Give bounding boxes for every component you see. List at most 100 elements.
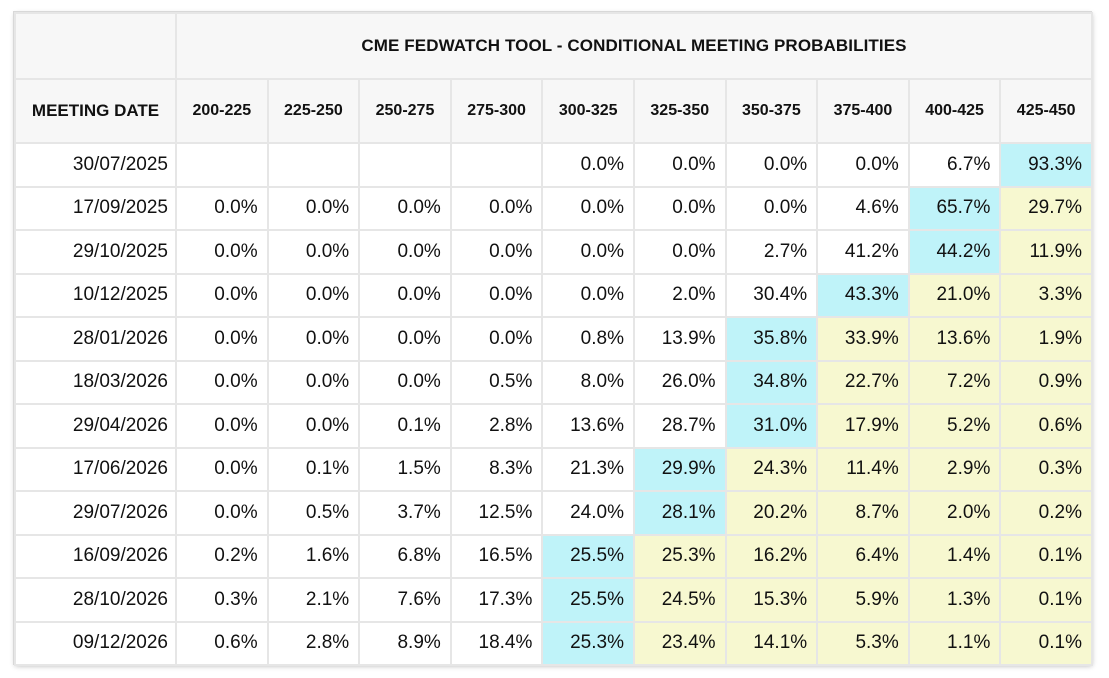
probability-cell: 28.7%: [632, 403, 727, 449]
probability-cell: 14.1%: [724, 620, 819, 666]
meeting-date-cell: 29/07/2026: [14, 490, 177, 536]
probability-cell: 2.1%: [266, 577, 361, 623]
probability-cell: [449, 142, 544, 188]
probability-cell: 29.9%: [632, 446, 727, 492]
probability-cell: 0.0%: [266, 185, 361, 231]
probability-cell: 0.0%: [266, 229, 361, 275]
table-row: 29/04/2026 0.0% 0.0% 0.1% 2.8% 13.6% 28.7% 31.0…: [14, 403, 1093, 449]
probability-cell: 5.3%: [816, 620, 910, 666]
corner-cell: [14, 12, 177, 80]
probability-cell: 0.0%: [266, 316, 361, 362]
probability-cell: 23.4%: [632, 620, 727, 666]
probability-cell: 21.0%: [907, 272, 1002, 318]
probability-cell: 34.8%: [724, 359, 819, 405]
column-header-row: MEETING DATE 200-225 225-250 250-275 275-30…: [14, 78, 1093, 144]
probability-cell: 13.9%: [632, 316, 727, 362]
probability-cell: 15.3%: [724, 577, 819, 623]
probability-cell: 25.5%: [541, 577, 635, 623]
table-row: 29/07/2026 0.0% 0.5% 3.7% 12.5% 24.0% 28.1% 20.…: [14, 490, 1093, 536]
probability-cell: 7.6%: [358, 577, 452, 623]
probability-cell: 0.2%: [999, 490, 1093, 536]
probability-cell: 6.8%: [358, 533, 452, 579]
probability-cell: 1.4%: [907, 533, 1002, 579]
meeting-date-cell: 28/10/2026: [14, 577, 177, 623]
probability-cell: 2.8%: [449, 403, 544, 449]
probability-cell: 0.0%: [632, 229, 727, 275]
probability-cell: 24.0%: [541, 490, 635, 536]
probability-cell: 0.1%: [999, 533, 1093, 579]
probability-cell: 0.0%: [358, 359, 452, 405]
probability-cell: 0.0%: [816, 142, 910, 188]
probability-cell: 17.9%: [816, 403, 910, 449]
probability-cell: 0.0%: [175, 446, 269, 492]
probability-cell: 0.0%: [175, 403, 269, 449]
probability-cell: 0.0%: [358, 229, 452, 275]
rate-range-header: 325-350: [632, 78, 727, 144]
probability-cell: 0.3%: [175, 577, 269, 623]
probability-cell: 24.3%: [724, 446, 819, 492]
probability-cell: 0.1%: [358, 403, 452, 449]
probability-cell: 0.1%: [999, 620, 1093, 666]
probability-cell: 0.8%: [541, 316, 635, 362]
probability-cell: 28.1%: [632, 490, 727, 536]
probability-cell: 2.9%: [907, 446, 1002, 492]
probability-cell: 2.0%: [907, 490, 1002, 536]
probability-cell: 11.9%: [999, 229, 1093, 275]
probability-cell: 0.0%: [175, 272, 269, 318]
meeting-date-header: MEETING DATE: [14, 78, 177, 144]
probability-cell: 1.3%: [907, 577, 1002, 623]
probability-cell: 35.8%: [724, 316, 819, 362]
probability-cell: 18.4%: [449, 620, 544, 666]
rate-range-header: 400-425: [907, 78, 1002, 144]
probability-cell: 0.0%: [266, 272, 361, 318]
probability-cell: 0.1%: [266, 446, 361, 492]
probability-cell: 0.0%: [541, 185, 635, 231]
rate-range-header: 275-300: [449, 78, 544, 144]
meeting-date-cell: 30/07/2025: [14, 142, 177, 188]
probability-cell: 25.3%: [632, 533, 727, 579]
meeting-date-cell: 10/12/2025: [14, 272, 177, 318]
probability-cell: 0.0%: [541, 272, 635, 318]
probability-cell: 22.7%: [816, 359, 910, 405]
table-row: 09/12/2026 0.6% 2.8% 8.9% 18.4% 25.3% 23.4% 14.…: [14, 620, 1093, 666]
probability-cell: 1.5%: [358, 446, 452, 492]
probability-cell: 0.0%: [175, 359, 269, 405]
table-row: 16/09/2026 0.2% 1.6% 6.8% 16.5% 25.5% 25.3% 16.…: [14, 533, 1093, 579]
table-row: 17/06/2026 0.0% 0.1% 1.5% 8.3% 21.3% 29.9% 24.3…: [14, 446, 1093, 492]
probability-cell: 65.7%: [907, 185, 1002, 231]
rate-range-header: 425-450: [999, 78, 1093, 144]
probability-cell: 0.0%: [358, 272, 452, 318]
fedwatch-table-frame: CME FEDWATCH TOOL - CONDITIONAL MEETING …: [14, 12, 1093, 666]
probability-cell: 5.9%: [816, 577, 910, 623]
table-title: CME FEDWATCH TOOL - CONDITIONAL MEETING …: [175, 12, 1093, 80]
probability-cell: 0.0%: [449, 229, 544, 275]
meeting-date-cell: 17/06/2026: [14, 446, 177, 492]
probability-cell: 33.9%: [816, 316, 910, 362]
probability-cell: 0.1%: [999, 577, 1093, 623]
probability-cell: 24.5%: [632, 577, 727, 623]
rate-range-header: 250-275: [358, 78, 452, 144]
table-row: 18/03/2026 0.0% 0.0% 0.0% 0.5% 8.0% 26.0% 34.8%…: [14, 359, 1093, 405]
probability-cell: 0.0%: [175, 229, 269, 275]
probability-cell: 0.5%: [449, 359, 544, 405]
table-body: 30/07/2025 0.0% 0.0% 0.0% 0.0% 6.7% 93.3% 17/09…: [14, 142, 1093, 666]
probability-cell: 8.7%: [816, 490, 910, 536]
probability-cell: 21.3%: [541, 446, 635, 492]
probability-cell: 2.8%: [266, 620, 361, 666]
rate-range-header: 350-375: [724, 78, 819, 144]
probability-cell: 26.0%: [632, 359, 727, 405]
probability-cell: 13.6%: [907, 316, 1002, 362]
probability-cell: 43.3%: [816, 272, 910, 318]
probability-cell: 13.6%: [541, 403, 635, 449]
meeting-date-cell: 09/12/2026: [14, 620, 177, 666]
probability-cell: 3.7%: [358, 490, 452, 536]
probability-cell: 0.0%: [358, 185, 452, 231]
probability-cell: [358, 142, 452, 188]
probability-cell: 8.0%: [541, 359, 635, 405]
probability-cell: 0.0%: [724, 185, 819, 231]
probability-cell: 44.2%: [907, 229, 1002, 275]
title-row: CME FEDWATCH TOOL - CONDITIONAL MEETING …: [14, 12, 1093, 80]
meeting-date-cell: 29/10/2025: [14, 229, 177, 275]
probability-cell: 0.0%: [632, 142, 727, 188]
probability-cell: 0.0%: [358, 316, 452, 362]
